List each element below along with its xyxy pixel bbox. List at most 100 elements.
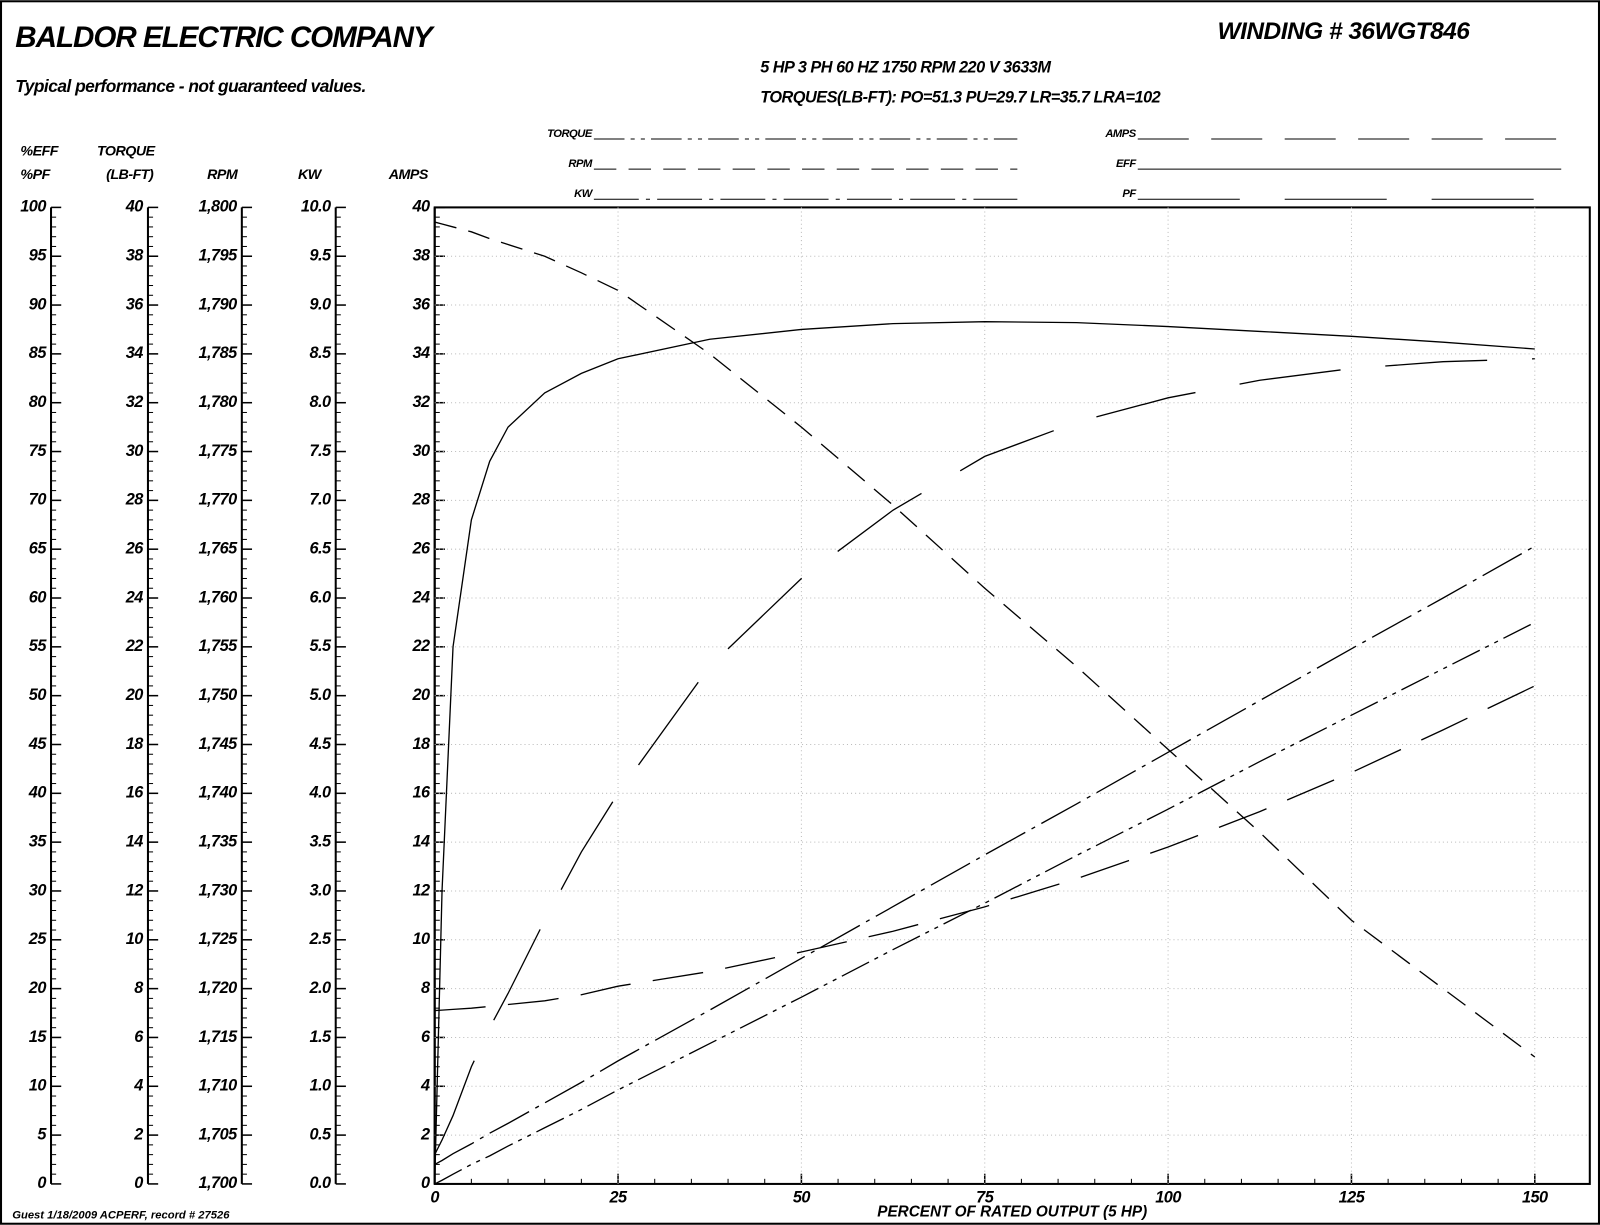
y-tick-label: 1,710 bbox=[198, 1077, 237, 1095]
y-tick-label: 60 bbox=[29, 588, 47, 606]
y-tick-label: 1,790 bbox=[198, 295, 237, 313]
y-tick-label: 2 bbox=[420, 1125, 430, 1143]
y-tick-label: 22 bbox=[411, 637, 430, 655]
series-line bbox=[434, 545, 1536, 1165]
x-tick-label: 25 bbox=[608, 1189, 628, 1207]
y-tick-label: 26 bbox=[411, 539, 431, 557]
y-tick-label: 38 bbox=[126, 247, 145, 265]
x-tick-label: 75 bbox=[976, 1189, 995, 1207]
winding: WINDING # 36WGT846 bbox=[1218, 18, 1471, 45]
y-tick-label: 1,760 bbox=[198, 588, 237, 606]
y-tick-label: 7.5 bbox=[309, 442, 332, 460]
y-tick-label: 3.0 bbox=[309, 881, 331, 899]
y-tick-label: 1,755 bbox=[198, 637, 238, 655]
axis-title: (LB-FT) bbox=[106, 167, 154, 183]
y-tick-label: 70 bbox=[29, 491, 47, 509]
y-tick-label: 22 bbox=[125, 637, 144, 655]
legend-label: PF bbox=[1122, 188, 1137, 200]
y-tick-label: 1,740 bbox=[198, 784, 237, 802]
y-tick-label: 45 bbox=[28, 735, 48, 753]
y-tick-label: 1,720 bbox=[198, 979, 237, 997]
y-tick-label: 1,750 bbox=[198, 686, 237, 704]
y-tick-label: 5.0 bbox=[309, 686, 331, 704]
y-tick-label: 28 bbox=[411, 491, 431, 509]
y-tick-label: 5.5 bbox=[309, 637, 332, 655]
y-tick-label: 95 bbox=[29, 247, 48, 265]
y-tick-label: 1,775 bbox=[198, 442, 238, 460]
series-line bbox=[434, 685, 1536, 1012]
y-tick-label: 75 bbox=[29, 442, 48, 460]
y-tick-label: 10 bbox=[29, 1077, 47, 1095]
y-tick-label: 9.5 bbox=[309, 247, 332, 265]
y-tick-label: 3.5 bbox=[309, 832, 332, 850]
x-tick-label: 100 bbox=[1155, 1189, 1181, 1207]
y-tick-label: 1.0 bbox=[309, 1077, 331, 1095]
y-tick-label: 4.0 bbox=[308, 784, 331, 802]
axis-title: AMPS bbox=[388, 167, 429, 183]
series-line bbox=[434, 320, 1535, 1184]
y-tick-label: 10 bbox=[126, 930, 144, 948]
y-tick-label: 30 bbox=[126, 442, 144, 460]
y-tick-label: 20 bbox=[125, 686, 144, 704]
y-tick-label: 30 bbox=[412, 442, 430, 460]
y-tick-label: 1,730 bbox=[198, 881, 237, 899]
y-tick-label: 36 bbox=[126, 295, 145, 313]
y-tick-label: 0 bbox=[421, 1174, 430, 1192]
y-tick-label: 85 bbox=[29, 344, 48, 362]
y-tick-label: 8 bbox=[134, 979, 144, 997]
y-tick-label: 8 bbox=[421, 979, 431, 997]
axis-title: RPM bbox=[207, 167, 239, 183]
y-tick-label: 1,745 bbox=[198, 735, 238, 753]
y-tick-label: 32 bbox=[126, 393, 144, 411]
y-tick-label: 40 bbox=[411, 198, 430, 216]
y-tick-label: 8.0 bbox=[309, 393, 331, 411]
y-tick-label: 0.0 bbox=[309, 1174, 331, 1192]
y-tick-label: 55 bbox=[29, 637, 48, 655]
y-tick-label: 0 bbox=[134, 1174, 143, 1192]
y-tick-label: 16 bbox=[412, 784, 431, 802]
plot-frame bbox=[433, 206, 1591, 1185]
y-tick-label: 15 bbox=[29, 1028, 48, 1046]
series-line bbox=[434, 358, 1535, 1155]
y-tick-label: 80 bbox=[29, 393, 47, 411]
y-tick-label: 100 bbox=[20, 198, 46, 216]
y-tick-label: 34 bbox=[126, 344, 144, 362]
y-tick-label: 10.0 bbox=[301, 198, 331, 216]
legend-label: AMPS bbox=[1104, 128, 1136, 140]
y-tick-label: 40 bbox=[28, 784, 47, 802]
y-tick-label: 1,725 bbox=[198, 930, 238, 948]
y-tick-label: 0.5 bbox=[309, 1125, 332, 1143]
y-tick-label: 20 bbox=[28, 979, 47, 997]
y-tick-label: 1,795 bbox=[198, 247, 238, 265]
y-tick-label: 0 bbox=[37, 1174, 46, 1192]
legend-label: TORQUE bbox=[547, 128, 593, 140]
y-tick-label: 50 bbox=[29, 686, 47, 704]
legend-label: EFF bbox=[1116, 158, 1137, 170]
y-tick-label: 18 bbox=[126, 735, 145, 753]
y-tick-label: 9.0 bbox=[309, 295, 331, 313]
subtitle: Typical performance - not guaranteed val… bbox=[15, 76, 366, 96]
y-tick-label: 2.5 bbox=[308, 930, 332, 948]
x-tick-label: 150 bbox=[1522, 1189, 1548, 1207]
y-tick-label: 12 bbox=[412, 881, 430, 899]
legend-label: RPM bbox=[568, 158, 593, 170]
y-tick-label: 1,700 bbox=[198, 1174, 237, 1192]
y-tick-label: 34 bbox=[412, 344, 430, 362]
torques: TORQUES(LB-FT): PO=51.3 PU=29.7 LR=35.7 … bbox=[760, 88, 1160, 106]
x-tick-label: 50 bbox=[793, 1189, 811, 1207]
y-tick-label: 38 bbox=[412, 247, 431, 265]
series-line bbox=[434, 621, 1536, 1185]
y-tick-label: 2.0 bbox=[308, 979, 331, 997]
y-tick-label: 65 bbox=[29, 539, 48, 557]
y-tick-label: 40 bbox=[125, 198, 144, 216]
y-tick-label: 6.0 bbox=[309, 588, 331, 606]
y-tick-label: 30 bbox=[29, 881, 47, 899]
footer: Guest 1/18/2009 ACPERF, record # 27526 bbox=[12, 1210, 230, 1222]
y-tick-label: 1,780 bbox=[198, 393, 237, 411]
y-tick-label: 6 bbox=[134, 1028, 144, 1046]
y-tick-label: 2 bbox=[133, 1125, 143, 1143]
y-tick-label: 14 bbox=[126, 832, 144, 850]
